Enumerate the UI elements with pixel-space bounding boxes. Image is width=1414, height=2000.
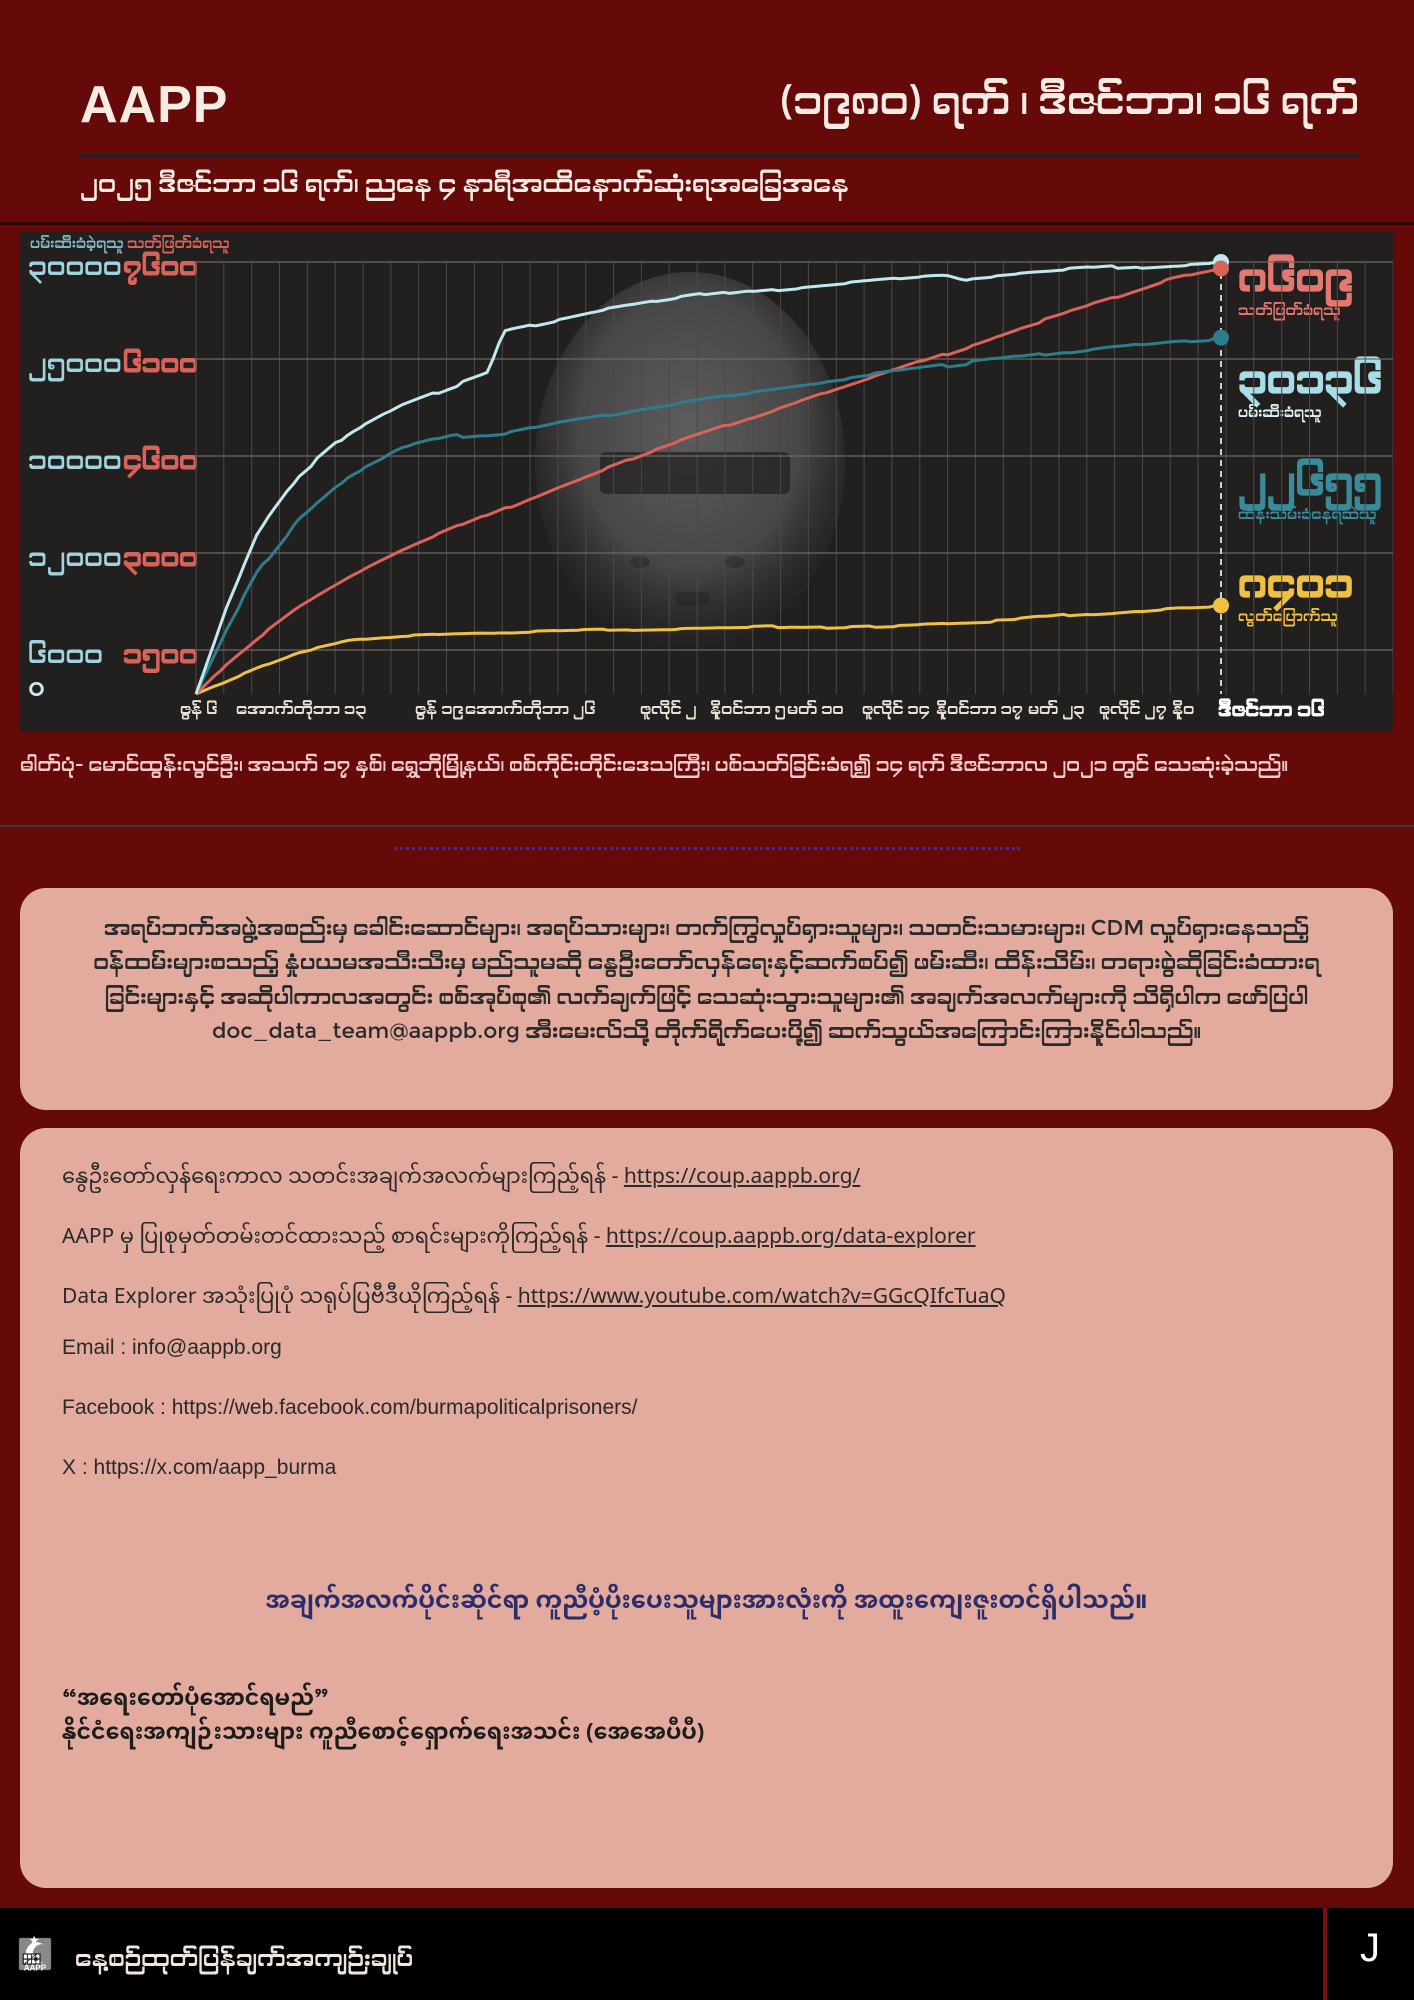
svg-text:AAPP: AAPP [24, 1963, 47, 1972]
